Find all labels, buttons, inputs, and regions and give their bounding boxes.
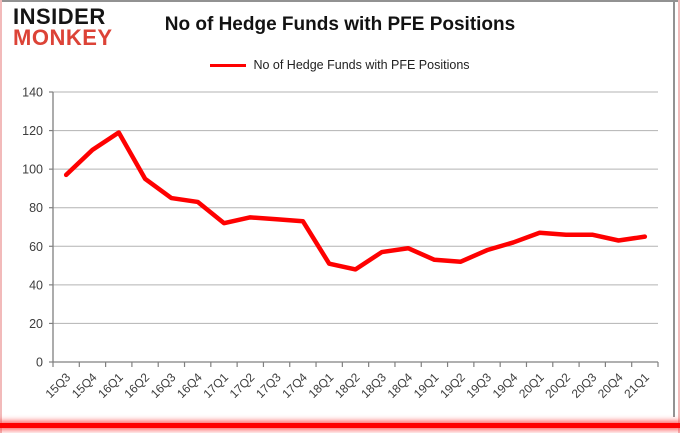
x-tick-label: 17Q4 — [279, 370, 310, 401]
x-axis-ticks — [52, 362, 659, 367]
top-border-line — [0, 0, 680, 2]
y-tick-label: 20 — [29, 317, 43, 331]
pfe-series-line — [63, 130, 648, 272]
y-tick-label: 60 — [29, 240, 43, 254]
x-tick-label: 15Q4 — [69, 370, 100, 401]
x-tick-label: 19Q4 — [490, 370, 521, 401]
y-tick-label: 40 — [29, 278, 43, 292]
right-outer-border-line — [678, 0, 680, 433]
x-tick-label: 18Q1 — [306, 370, 337, 401]
x-axis-tick-labels: 15Q315Q416Q116Q216Q316Q417Q117Q217Q317Q4… — [43, 370, 653, 401]
x-tick-label: 16Q4 — [174, 370, 205, 401]
x-tick-label: 19Q2 — [437, 370, 468, 401]
x-tick-label: 18Q3 — [358, 370, 389, 401]
x-tick-label: 16Q2 — [122, 370, 153, 401]
x-tick-label: 17Q2 — [227, 370, 258, 401]
x-tick-label: 20Q1 — [516, 370, 547, 401]
y-tick-label: 100 — [22, 163, 43, 177]
axes — [52, 92, 658, 363]
series — [63, 130, 648, 272]
left-border-line — [0, 0, 2, 433]
logo-line-insider: INSIDER — [13, 4, 106, 29]
y-tick-label: 80 — [29, 201, 43, 215]
x-tick-label: 20Q2 — [542, 370, 573, 401]
y-axis-tick-labels: 0 20 40 60 80 100 120 140 — [22, 86, 53, 370]
x-tick-label: 19Q1 — [411, 370, 442, 401]
x-tick-label: 18Q4 — [385, 370, 416, 401]
gridlines — [53, 91, 658, 324]
x-tick-label: 16Q1 — [95, 370, 126, 401]
y-tick-label: 140 — [22, 86, 43, 100]
x-tick-label: 18Q2 — [332, 370, 363, 401]
x-tick-label: 17Q1 — [200, 370, 231, 401]
chart-title: No of Hedge Funds with PFE Positions — [164, 14, 516, 35]
x-tick-label: 17Q3 — [253, 370, 284, 401]
logo-line-monkey: MONKEY — [13, 24, 113, 50]
x-tick-label: 16Q3 — [148, 370, 179, 401]
x-tick-label: 20Q4 — [595, 370, 626, 401]
legend-label: No of Hedge Funds with PFE Positions — [253, 58, 470, 72]
x-tick-label: 20Q3 — [569, 370, 600, 401]
insider-monkey-logo: INSIDER MONKEY — [13, 4, 113, 50]
legend: No of Hedge Funds with PFE Positions — [0, 58, 680, 72]
x-tick-label: 15Q3 — [43, 370, 74, 401]
bottom-red-rule — [0, 423, 680, 428]
y-tick-label: 0 — [36, 356, 43, 370]
y-tick-label: 120 — [22, 124, 43, 138]
legend-line-swatch — [210, 63, 247, 67]
right-inner-border-line — [673, 2, 675, 417]
x-tick-label: 21Q1 — [621, 370, 652, 401]
x-tick-label: 19Q3 — [463, 370, 494, 401]
